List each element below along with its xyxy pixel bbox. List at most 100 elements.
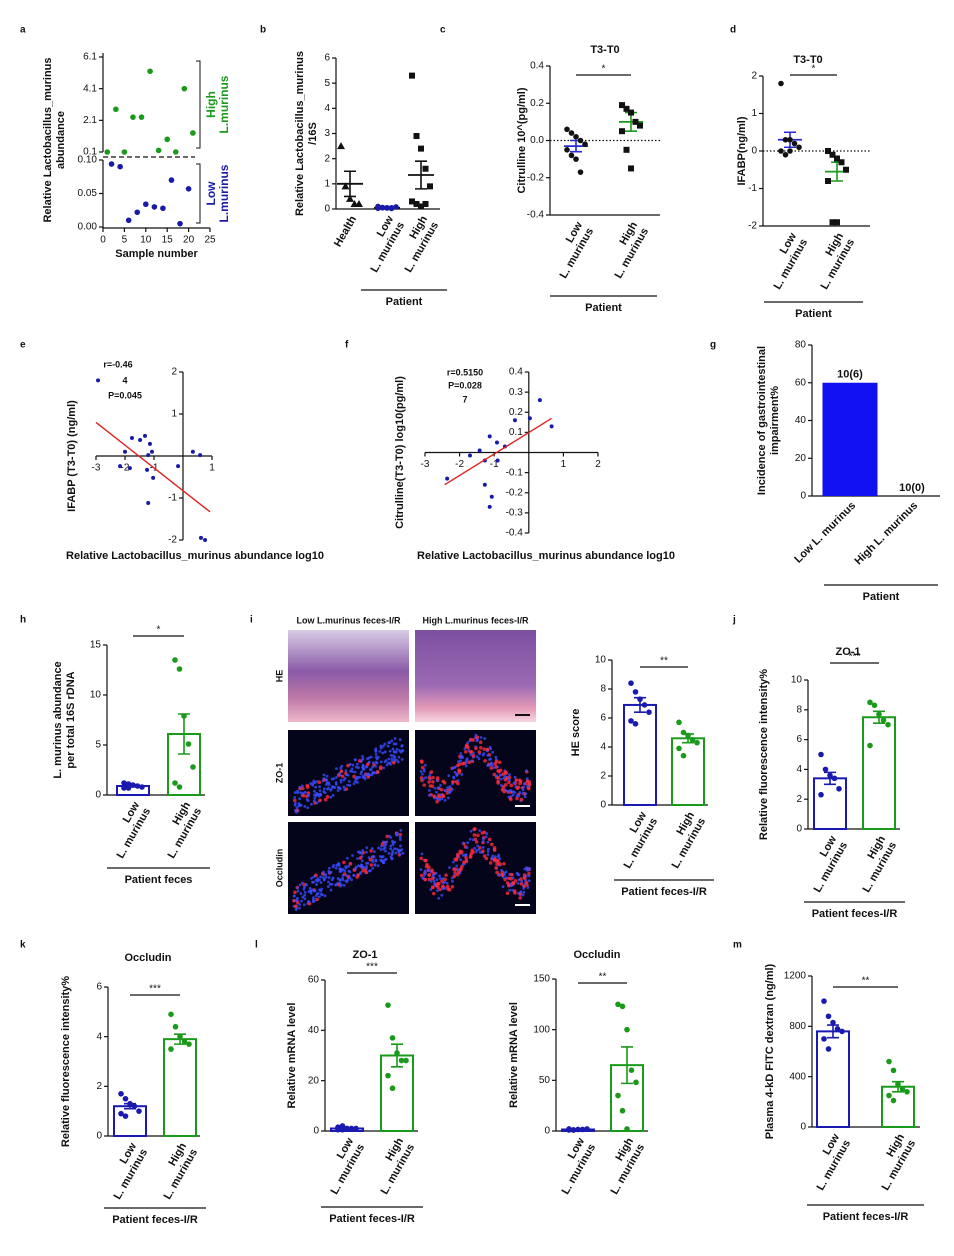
y-tick-label: 2 [171,367,177,378]
cell [361,757,365,761]
x-tick-label: 25 [204,235,216,246]
cell [464,856,468,860]
cell [325,774,329,778]
cell [365,765,369,769]
cell [482,837,485,841]
point [895,1081,901,1088]
group-label: Patient feces-I/R [329,1213,415,1225]
cell [423,858,428,863]
cell [498,873,501,877]
y-tick-label: 2 [600,771,606,782]
cell [340,774,345,779]
point [843,166,849,173]
cell [526,886,530,889]
cell [466,745,470,750]
y-tick-label: 1 [751,108,757,119]
cell [456,760,460,764]
significance: *** [849,652,861,663]
legend-label: L.murinus [217,164,231,222]
cell [365,846,369,850]
cell [335,863,339,867]
point [131,1103,138,1109]
cell [509,884,513,888]
cell [374,749,378,752]
cell [300,784,304,788]
cell [521,893,525,897]
cell [447,774,451,778]
cell [468,750,473,754]
annotation: 10(6) [837,369,863,381]
cell [293,791,297,794]
cell [513,891,517,895]
cell [309,891,313,895]
cell [507,780,511,785]
point [867,742,873,749]
cell [427,780,431,784]
cell [371,765,375,769]
point [134,783,141,789]
cell [302,903,306,907]
point [385,1072,391,1079]
point [825,1046,832,1052]
cell [434,883,439,887]
y-tick-label: 400 [789,1071,806,1082]
cell [327,876,331,879]
cell [316,792,320,796]
y-tick-label: 0 [96,1131,102,1142]
cell [300,899,304,903]
point [628,718,634,724]
cell [390,853,394,857]
cell [443,877,447,882]
panel-letter: a [20,25,26,36]
cell [359,772,363,776]
cell [470,848,474,853]
cell [312,896,315,900]
point [427,183,433,190]
cell [516,881,520,885]
cell [363,775,367,779]
cell [296,889,300,893]
y-tick-label: -2 [748,221,757,232]
significance: ** [599,972,607,983]
y-tick-label: 2 [96,1081,102,1092]
point [782,151,789,158]
cell [455,773,459,777]
cell [502,861,506,866]
y-tick-label: 8 [796,704,802,715]
cell [528,866,531,870]
cell [382,861,386,865]
y-axis-label: IFABP (T3-T0) (ng/ml) [66,400,78,512]
cell [326,885,330,888]
point [564,147,570,153]
y-tick-label: 6 [96,982,102,993]
point [573,133,579,140]
chart-title: ZO-1 [835,646,860,658]
cell [315,897,319,902]
y-tick-label: 3 [324,128,330,139]
cell [394,742,398,746]
bar [816,1030,850,1129]
cell [513,879,518,883]
cell [298,785,302,789]
cell [329,795,333,799]
point [549,424,554,429]
image-row-label: Occludin [274,849,284,888]
cell [443,880,447,884]
cell [476,833,480,838]
cell [358,856,363,860]
cell [475,755,479,759]
cell [375,761,379,765]
point [375,205,381,212]
group-label: Patient feces-I/R [823,1211,909,1223]
cell [516,872,520,876]
cell [468,837,472,841]
point [190,130,196,136]
cell [369,849,373,853]
point [172,657,178,663]
cell [341,873,345,877]
y-tick-label: -0.4 [506,528,524,539]
cell [307,900,311,904]
cell [456,868,460,871]
cell [430,876,435,881]
